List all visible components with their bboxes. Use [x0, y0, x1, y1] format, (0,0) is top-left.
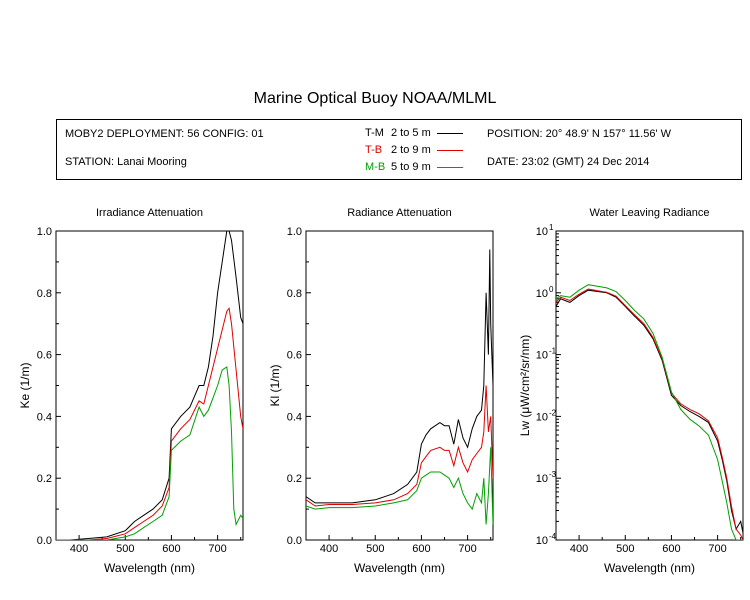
y-tick-exponent: -1: [549, 347, 557, 356]
legend-code: M-B: [365, 161, 386, 173]
y-tick-label: 10: [536, 473, 548, 485]
y-tick-label: 10: [536, 350, 548, 362]
y-tick-label: 0.2: [287, 473, 302, 485]
legend-range: 2 to 9 m: [391, 144, 431, 156]
plot-frame: [55, 230, 244, 541]
legend-range: 5 to 9 m: [391, 161, 431, 173]
plot-frame: [555, 230, 744, 541]
series-line-t-b: [306, 385, 493, 507]
legend-line: [436, 149, 463, 151]
x-tick-label: 600: [162, 543, 180, 555]
chart-title: Radiance Attenuation: [347, 207, 452, 219]
series-line-m-b: [56, 366, 243, 540]
x-tick-label: 600: [662, 543, 680, 555]
y-tick-label: 0.0: [37, 535, 52, 547]
y-axis-label: Ke (1/m): [18, 362, 32, 408]
y-tick-exponent: -4: [549, 532, 557, 541]
y-tick-exponent: -2: [549, 408, 557, 417]
y-tick-label: 0.4: [37, 411, 52, 423]
x-axis-label: Wavelength (nm): [354, 561, 445, 575]
chart-title: Water Leaving Radiance: [589, 207, 709, 219]
x-tick-label: 700: [208, 543, 226, 555]
x-tick-label: 400: [70, 543, 88, 555]
y-tick-label: 10: [536, 288, 548, 300]
series-line-t-m: [56, 231, 243, 540]
y-tick-label: 0.8: [287, 288, 302, 300]
legend-item-t-m: T-M 2 to 5 m: [365, 127, 463, 139]
y-axis-label: Kl (1/m): [268, 364, 282, 406]
chart-panel-2: Radiance Attenuation 400 500 600 700 0.0 0.2 0.…: [268, 207, 494, 575]
info-box: MOBY2 DEPLOYMENT: 56 CONFIG: 01 STATION:…: [56, 119, 742, 180]
x-axis-label: Wavelength (nm): [104, 561, 195, 575]
chart-title: Irradiance Attenuation: [96, 207, 203, 219]
y-axis-label: Lw (μW/cm²/sr/nm): [518, 335, 532, 437]
plot-frame: [305, 230, 494, 541]
x-axis-label: Wavelength (nm): [604, 561, 695, 575]
y-tick-label: 0.0: [287, 535, 302, 547]
legend-line: [436, 132, 463, 134]
chart-panel-1: Irradiance Attenuation 400 500 600 700 0.0 0.2…: [18, 207, 244, 575]
y-tick-exponent: 1: [549, 223, 554, 232]
main-title: Marine Optical Buoy NOAA/MLML: [253, 90, 497, 107]
x-tick-label: 400: [570, 543, 588, 555]
y-tick-label: 0.6: [37, 350, 52, 362]
series-line-t-m: [306, 249, 493, 504]
legend-item-t-b: T-B 2 to 9 m: [365, 144, 463, 156]
series-line-t-b: [56, 307, 243, 540]
y-tick-label: 10: [536, 411, 548, 423]
x-tick-label: 700: [458, 543, 476, 555]
position-text: POSITION: 20° 48.9' N 157° 11.56' W: [487, 128, 671, 140]
x-tick-label: 500: [616, 543, 634, 555]
y-tick-label: 1.0: [287, 226, 302, 238]
series-line-t-b: [556, 288, 743, 540]
y-tick-label: 10: [536, 535, 548, 547]
station-text: STATION: Lanai Mooring: [65, 156, 187, 168]
deployment-text: MOBY2 DEPLOYMENT: 56 CONFIG: 01: [65, 128, 264, 140]
x-tick-label: 500: [116, 543, 134, 555]
y-tick-exponent: -3: [549, 470, 557, 479]
y-tick-label: 10: [536, 226, 548, 238]
series-line-m-b: [556, 284, 743, 540]
legend-code: T-B: [365, 144, 383, 156]
x-tick-label: 400: [320, 543, 338, 555]
series-line-t-m: [556, 289, 743, 534]
legend-line: [436, 166, 463, 168]
x-tick-label: 700: [708, 543, 726, 555]
series-line-m-b: [306, 447, 493, 525]
legend-code: T-M: [365, 127, 384, 139]
y-tick-label: 0.6: [287, 350, 302, 362]
y-tick-label: 0.2: [37, 473, 52, 485]
legend-range: 2 to 5 m: [391, 127, 431, 139]
date-text: DATE: 23:02 (GMT) 24 Dec 2014: [487, 156, 650, 168]
x-tick-label: 600: [412, 543, 430, 555]
y-tick-label: 0.8: [37, 288, 52, 300]
x-tick-label: 500: [366, 543, 384, 555]
y-tick-label: 0.4: [287, 411, 302, 423]
y-tick-exponent: 0: [549, 285, 554, 294]
legend-item-m-b: M-B 5 to 9 m: [365, 161, 463, 173]
y-tick-label: 1.0: [37, 226, 52, 238]
